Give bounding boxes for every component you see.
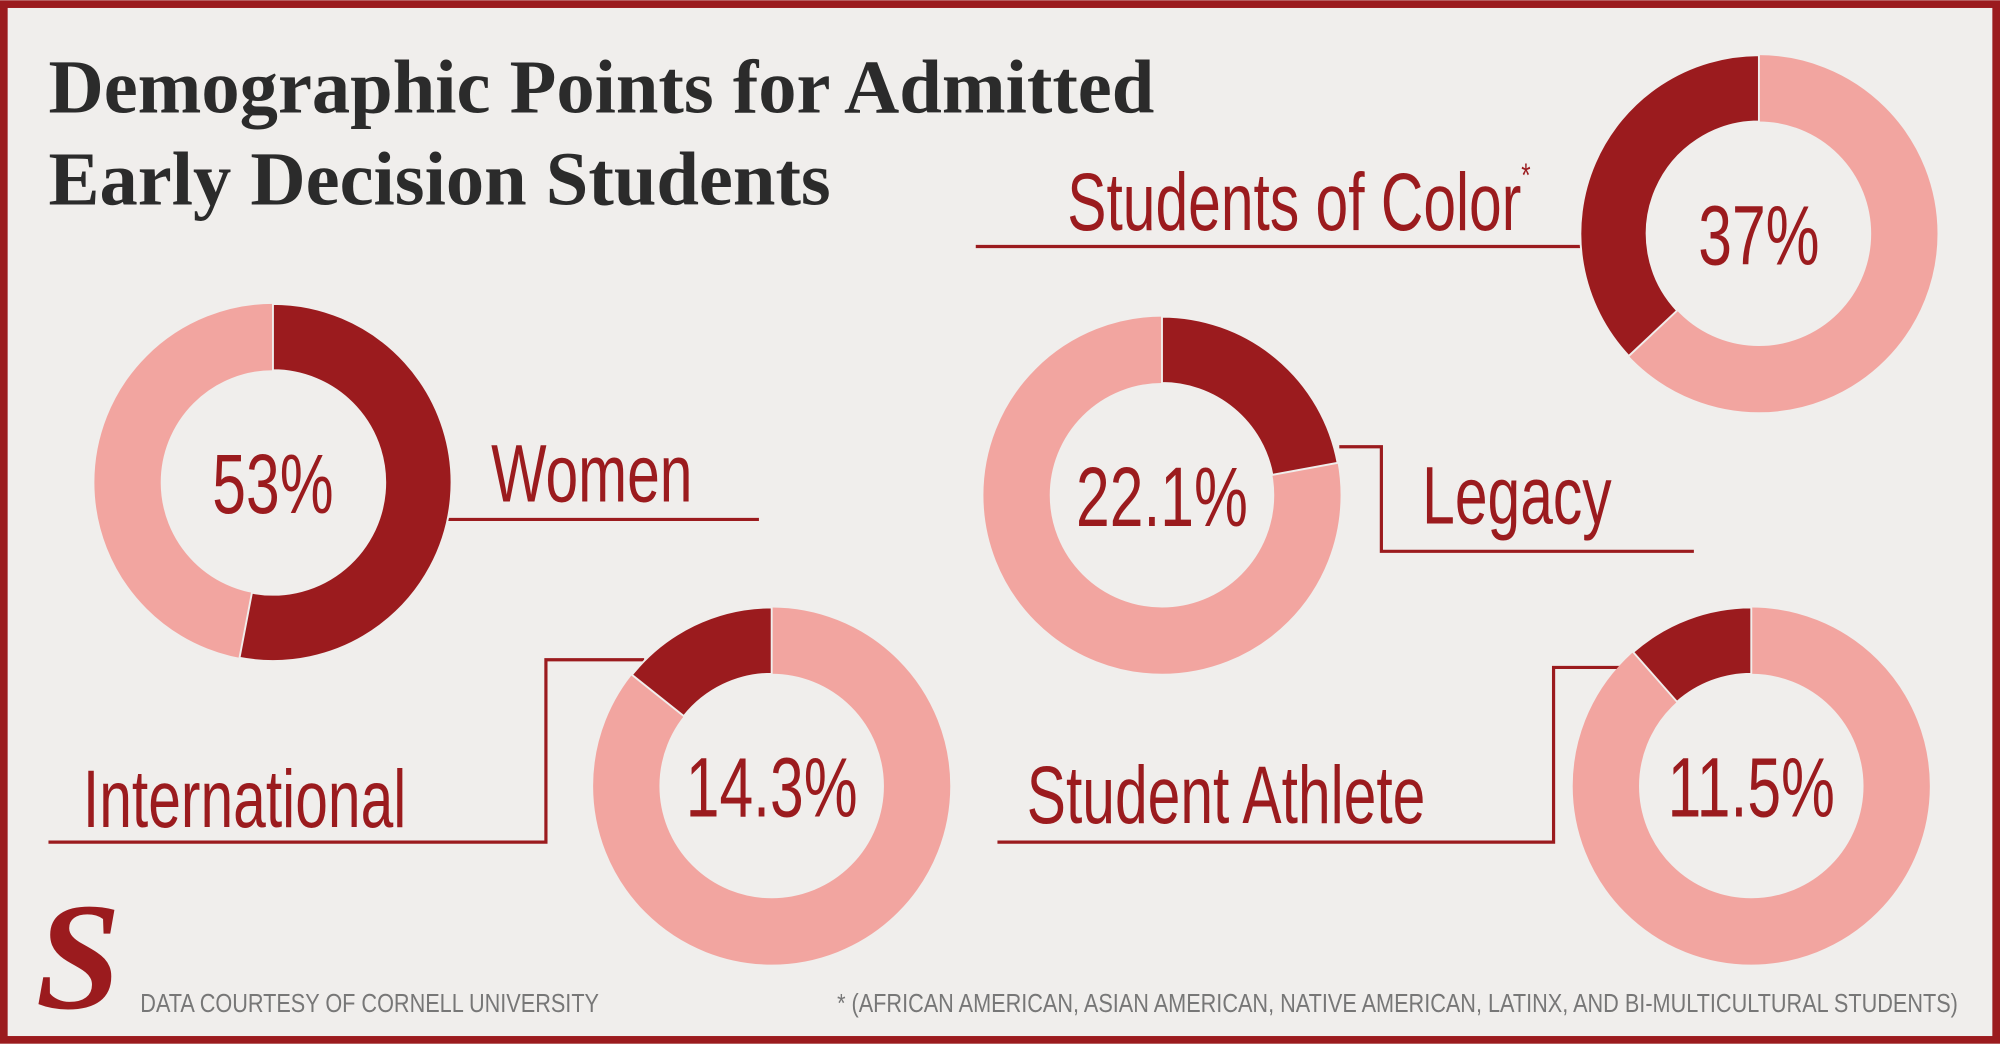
- category-label: Women: [491, 429, 692, 520]
- title-line: Early Decision Students: [48, 136, 830, 221]
- title-line: Demographic Points for Admitted: [48, 45, 1154, 130]
- note-mark: *: [1521, 158, 1530, 195]
- donut-segment: [1631, 606, 1753, 704]
- logo: S: [36, 873, 121, 1042]
- connector: [1339, 445, 1694, 553]
- value-label: 37%: [1698, 189, 1819, 283]
- connector: [48, 658, 645, 844]
- donut-segment: [1579, 54, 1760, 358]
- source: DATA COURTESY OF CORNELL UNIVERSITY: [140, 990, 599, 1018]
- category-label: Student Athlete: [1027, 751, 1426, 842]
- footnote: * (AFRICAN AMERICAN, ASIAN AMERICAN, NAT…: [837, 990, 1958, 1018]
- value-label: 22.1%: [1076, 450, 1248, 544]
- category-label: International: [83, 755, 406, 846]
- value-label: 53%: [212, 437, 333, 531]
- donut-segment: [1161, 315, 1339, 476]
- value-label: 11.5%: [1668, 741, 1835, 835]
- category-label: Legacy: [1422, 451, 1612, 542]
- category-label: Students of Color*: [1067, 158, 1530, 249]
- donut-segment: [630, 606, 773, 718]
- value-label: 14.3%: [686, 741, 858, 835]
- donut-segment: [238, 302, 453, 662]
- connector: [997, 665, 1646, 844]
